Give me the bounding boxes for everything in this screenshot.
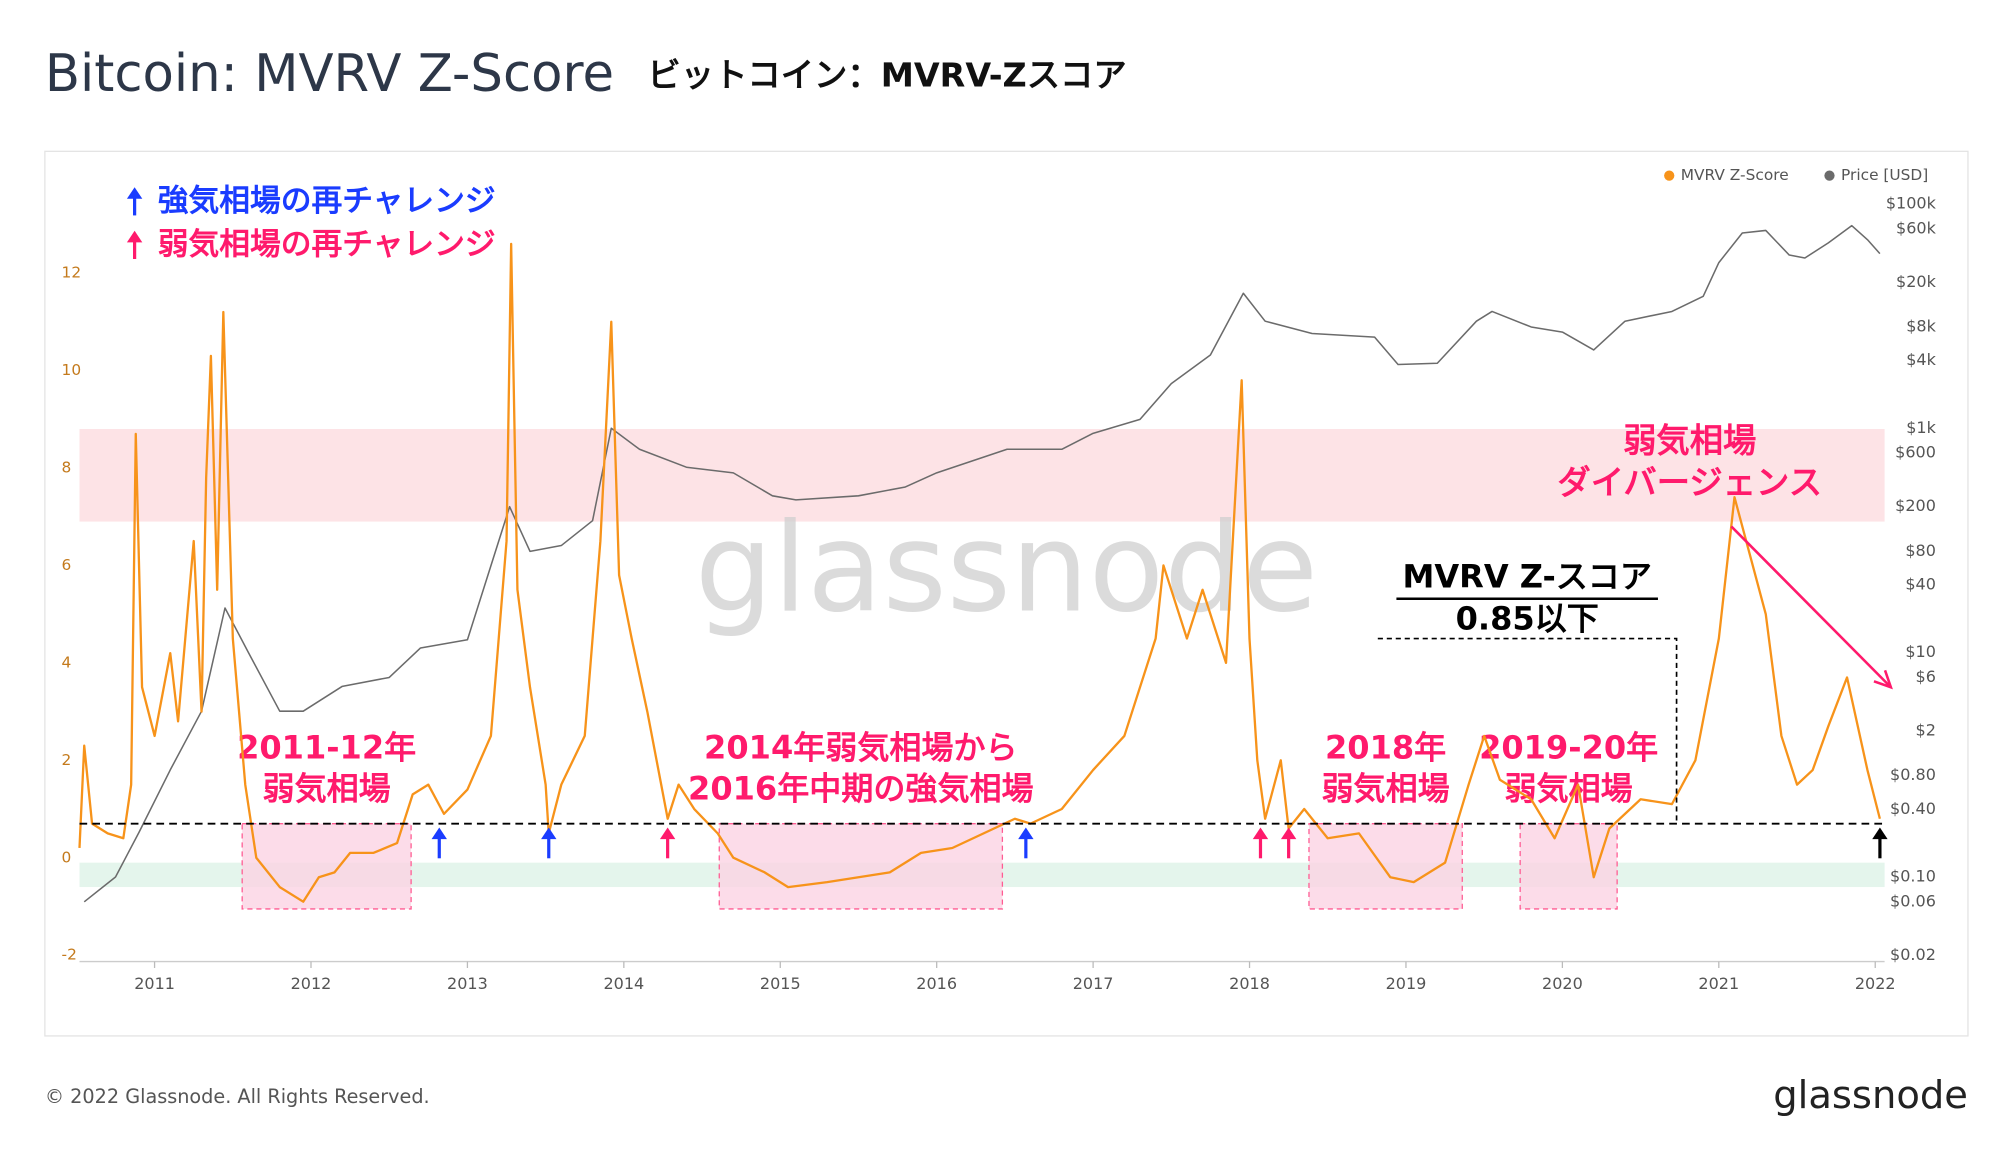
rechallenge-arrow-head — [659, 827, 676, 840]
rechallenge-arrow-head — [1252, 827, 1269, 840]
band — [79, 429, 1885, 522]
divergence-arrow-head — [1873, 669, 1893, 690]
y2-tick-label: $10 — [1905, 642, 1936, 661]
note-arrow-head — [126, 187, 143, 199]
y2-tick-label: $6 — [1916, 667, 1936, 686]
x-tick-label: 2020 — [1542, 974, 1583, 993]
x-tick-label: 2015 — [760, 974, 801, 993]
box-label: 2014年弱気相場から — [704, 728, 1018, 766]
bear-box — [718, 823, 1004, 910]
x-tick-label: 2012 — [291, 974, 332, 993]
bear-box — [241, 823, 412, 910]
y2-tick-label: $200 — [1895, 496, 1936, 515]
copyright: © 2022 Glassnode. All Rights Reserved. — [45, 1085, 430, 1108]
x-tick-label: 2018 — [1229, 974, 1270, 993]
divergence-label: 弱気相場 — [1623, 421, 1756, 460]
rechallenge-arrow-head — [541, 827, 557, 840]
x-tick-label: 2022 — [1855, 974, 1896, 993]
y-tick-label: -2 — [62, 946, 77, 964]
y2-tick-label: $20k — [1896, 272, 1937, 291]
y-tick-label: 6 — [62, 556, 72, 574]
divergence-label: ダイバージェンス — [1557, 463, 1822, 502]
divergence-arrow — [1730, 525, 1892, 689]
plot: 2011-12年弱気相場2014年弱気相場から2016年中期の強気相場2018年… — [62, 166, 1937, 993]
logo: glassnode — [1773, 1073, 1968, 1118]
legend-label: Price [USD] — [1841, 166, 1928, 184]
box-label: 弱気相場 — [263, 769, 391, 807]
title: Bitcoin: MVRV Z-Score — [45, 44, 614, 104]
x-tick-label: 2019 — [1386, 974, 1427, 993]
note: 弱気相場の再チャレンジ — [158, 227, 496, 263]
series-line — [83, 224, 1881, 903]
box-label: 弱気相場 — [1322, 769, 1450, 807]
watermark: glassnode — [695, 498, 1318, 641]
y2-tick-label: $80 — [1905, 541, 1936, 560]
box-label: 2016年中期の強気相場 — [688, 769, 1034, 807]
note-arrow-head — [126, 230, 143, 243]
rechallenge-arrow-head — [431, 827, 447, 840]
y2-tick-label: $0.10 — [1890, 866, 1936, 885]
mvrv-note: 0.85以下 — [1456, 600, 1599, 638]
legend-dot — [1824, 170, 1835, 181]
y-tick-label: 0 — [62, 848, 72, 866]
y2-tick-label: $0.40 — [1890, 799, 1936, 818]
box-label: 2011-12年 — [237, 728, 416, 766]
y-tick-label: 2 — [62, 751, 72, 769]
x-tick-label: 2021 — [1698, 974, 1739, 993]
y2-tick-label: $8k — [1906, 316, 1936, 335]
rechallenge-arrow-head — [1872, 827, 1888, 840]
subtitle: ビットコイン：MVRV-Zスコア — [647, 55, 1126, 94]
y-tick-label: 10 — [62, 361, 82, 379]
y-tick-label: 8 — [62, 458, 72, 476]
box-label: 2019-20年 — [1479, 728, 1658, 766]
mvrv-note: MVRV Z-スコア — [1402, 557, 1651, 595]
y2-tick-label: $0.80 — [1890, 765, 1936, 784]
y2-tick-label: $40 — [1905, 575, 1936, 594]
y2-tick-label: $0.06 — [1890, 891, 1936, 910]
y2-tick-label: $600 — [1895, 443, 1936, 462]
y2-tick-label: $1k — [1906, 418, 1936, 437]
y2-tick-label: $100k — [1886, 193, 1937, 212]
x-tick-label: 2013 — [447, 974, 488, 993]
x-tick-label: 2017 — [1073, 974, 1114, 993]
box-label: 2018年 — [1325, 728, 1446, 766]
y2-tick-label: $4k — [1906, 350, 1936, 369]
note: 強気相場の再チャレンジ — [158, 183, 496, 219]
legend-dot — [1664, 170, 1675, 181]
y2-tick-label: $60k — [1896, 218, 1937, 237]
y-tick-label: 12 — [62, 264, 82, 282]
bear-box — [1519, 823, 1618, 910]
mvrv-note-bracket — [1377, 637, 1678, 824]
box-label: 弱気相場 — [1505, 769, 1633, 807]
x-tick-label: 2011 — [134, 974, 175, 993]
legend-label: MVRV Z-Score — [1681, 166, 1789, 184]
rechallenge-arrow-head — [1280, 827, 1297, 840]
series-line — [78, 242, 1881, 903]
y2-tick-label: $2 — [1916, 721, 1936, 740]
y-tick-label: 4 — [62, 653, 72, 671]
rechallenge-arrow-head — [1018, 827, 1034, 840]
y2-tick-label: $0.02 — [1890, 945, 1936, 964]
x-tick-label: 2016 — [916, 974, 957, 993]
x-tick-label: 2014 — [603, 974, 644, 993]
